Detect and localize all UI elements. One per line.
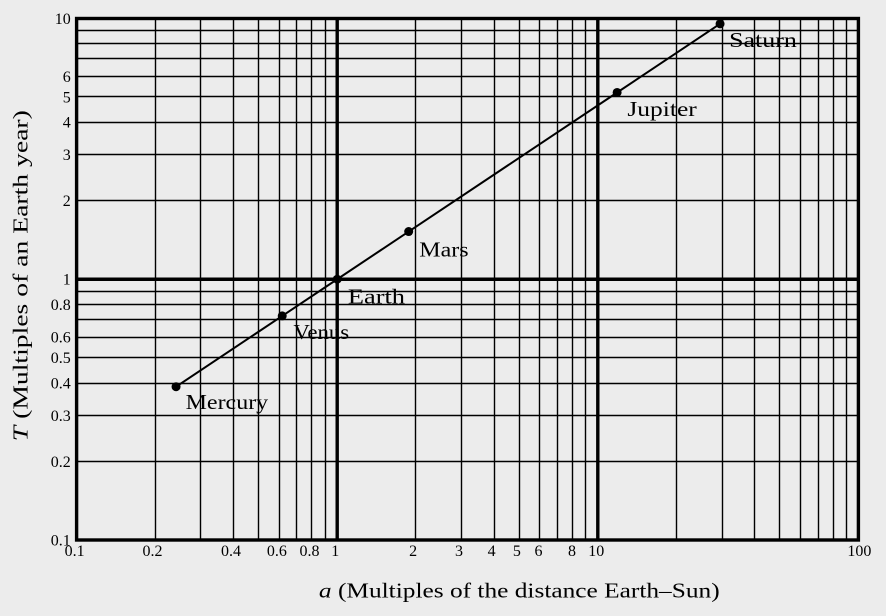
svg-text:0.8: 0.8 xyxy=(51,297,71,314)
svg-text:5: 5 xyxy=(63,89,71,106)
svg-text:0.2: 0.2 xyxy=(143,543,163,560)
svg-text:Venus: Venus xyxy=(293,320,349,344)
svg-text:Saturn: Saturn xyxy=(729,28,797,52)
svg-text:0.6: 0.6 xyxy=(51,330,71,347)
svg-text:Earth: Earth xyxy=(348,285,406,309)
svg-text:a (Multiples of the distance E: a (Multiples of the distance Earth–Sun) xyxy=(319,579,720,603)
svg-text:T (Multiples of an Earth year): T (Multiples of an Earth year) xyxy=(9,110,33,441)
svg-text:10: 10 xyxy=(588,543,604,560)
svg-text:0.8: 0.8 xyxy=(299,543,319,560)
svg-text:100: 100 xyxy=(847,543,871,560)
svg-text:4: 4 xyxy=(63,115,71,132)
svg-text:Mars: Mars xyxy=(419,238,468,262)
svg-text:3: 3 xyxy=(63,147,71,164)
svg-text:2: 2 xyxy=(63,193,71,210)
svg-text:6: 6 xyxy=(63,69,71,86)
svg-text:6: 6 xyxy=(534,543,542,560)
svg-text:0.6: 0.6 xyxy=(267,543,287,560)
svg-text:5: 5 xyxy=(513,543,521,560)
svg-text:0.1: 0.1 xyxy=(65,543,85,560)
svg-text:0.1: 0.1 xyxy=(51,532,71,549)
svg-text:4: 4 xyxy=(488,543,496,560)
svg-text:10: 10 xyxy=(55,11,71,28)
svg-text:0.5: 0.5 xyxy=(51,350,71,367)
svg-text:8: 8 xyxy=(568,543,576,560)
svg-text:0.4: 0.4 xyxy=(221,543,241,560)
svg-text:0.3: 0.3 xyxy=(51,408,71,425)
svg-text:Jupiter: Jupiter xyxy=(627,97,696,121)
svg-text:1: 1 xyxy=(63,272,71,289)
svg-text:2: 2 xyxy=(409,543,417,560)
svg-text:0.2: 0.2 xyxy=(51,454,71,471)
svg-text:0.4: 0.4 xyxy=(51,375,71,392)
svg-text:3: 3 xyxy=(455,543,463,560)
svg-text:1: 1 xyxy=(331,543,339,560)
svg-text:Mercury: Mercury xyxy=(186,390,269,414)
